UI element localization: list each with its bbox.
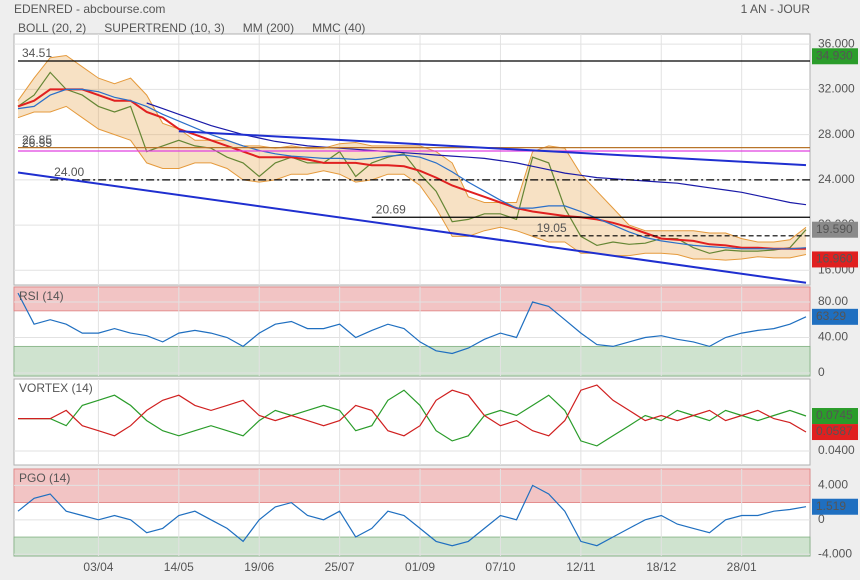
legend-entry: SUPERTREND (10, 3) xyxy=(104,21,224,35)
trendline xyxy=(17,171,807,284)
value-marker-label: 0.0745 xyxy=(816,408,853,422)
series-line xyxy=(18,389,807,447)
y-tick-label: 0 xyxy=(818,365,825,379)
series-line xyxy=(17,292,807,355)
boll-upper xyxy=(17,54,807,243)
value-marker-label: 34.930 xyxy=(816,48,853,62)
y-tick-label: 32.000 xyxy=(818,82,855,96)
lower-band xyxy=(13,345,811,377)
value-marker xyxy=(812,308,858,325)
level-label: 34.51 xyxy=(22,46,52,60)
legend-entry: MM (200) xyxy=(243,21,294,35)
value-marker-label: 0.0587 xyxy=(816,424,853,438)
x-tick-label: 07/10 xyxy=(485,560,515,574)
value-marker xyxy=(812,251,858,268)
x-tick-label: 14/05 xyxy=(164,560,194,574)
upper-band xyxy=(13,286,811,312)
level-label: 19.05 xyxy=(537,221,567,235)
legend-entry: BOLL (20, 2) xyxy=(18,21,86,35)
series-line xyxy=(17,88,806,250)
panel-title: VORTEX (14) xyxy=(19,381,93,395)
level-label: 24.00 xyxy=(54,165,84,179)
x-tick-label: 18/12 xyxy=(646,560,676,574)
series-line xyxy=(17,484,807,547)
y-tick-label: 80.00 xyxy=(818,294,848,308)
y-tick-label: 36.000 xyxy=(818,36,855,50)
legend-entry: MMC (40) xyxy=(312,21,365,35)
y-tick-label: 24.000 xyxy=(818,172,855,186)
y-tick-label: 4.000 xyxy=(818,478,848,492)
y-tick-label: 0.0400 xyxy=(818,443,855,457)
level-label: 26.85 xyxy=(22,133,52,147)
value-marker-label: 63.29 xyxy=(816,309,846,323)
value-marker xyxy=(812,424,858,441)
x-tick-label: 03/04 xyxy=(83,560,113,574)
source: EDENRED - abcbourse.com xyxy=(14,2,165,16)
x-tick-label: 19/06 xyxy=(244,560,274,574)
value-marker-label: 1.519 xyxy=(816,499,846,513)
panel xyxy=(13,378,811,466)
series-line xyxy=(146,102,807,206)
series-line xyxy=(17,88,807,250)
value-marker-label: 16.960 xyxy=(816,252,853,266)
y-tick-label: 40.00 xyxy=(818,330,848,344)
value-marker xyxy=(812,48,858,65)
x-tick-label: 01/09 xyxy=(405,560,435,574)
series-line xyxy=(18,384,807,437)
lower-band xyxy=(13,536,811,557)
trendline xyxy=(178,130,807,167)
value-marker xyxy=(812,498,858,515)
y-tick-label: 28.000 xyxy=(818,127,855,141)
panel-title: RSI (14) xyxy=(19,289,64,303)
value-marker xyxy=(812,221,858,238)
x-tick-label: 12/11 xyxy=(566,560,595,574)
boll-lower xyxy=(17,105,807,261)
x-tick-label: 25/07 xyxy=(325,560,355,574)
period: 1 AN - JOUR xyxy=(741,2,811,16)
y-tick-label: -4.000 xyxy=(818,546,852,560)
panel-title: PGO (14) xyxy=(19,471,70,485)
level-label: 26.55 xyxy=(22,136,52,150)
y-tick-label: 0 xyxy=(818,512,825,526)
value-marker xyxy=(812,408,858,425)
value-marker-label: 19.590 xyxy=(816,222,853,236)
boll-fill xyxy=(18,55,806,261)
level-label: 20.69 xyxy=(376,202,406,216)
x-tick-label: 28/01 xyxy=(727,560,757,574)
